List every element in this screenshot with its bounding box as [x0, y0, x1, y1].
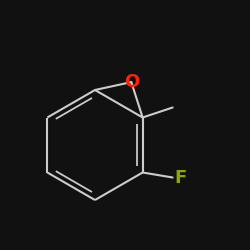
Text: O: O — [124, 73, 139, 91]
Text: F: F — [175, 168, 187, 186]
